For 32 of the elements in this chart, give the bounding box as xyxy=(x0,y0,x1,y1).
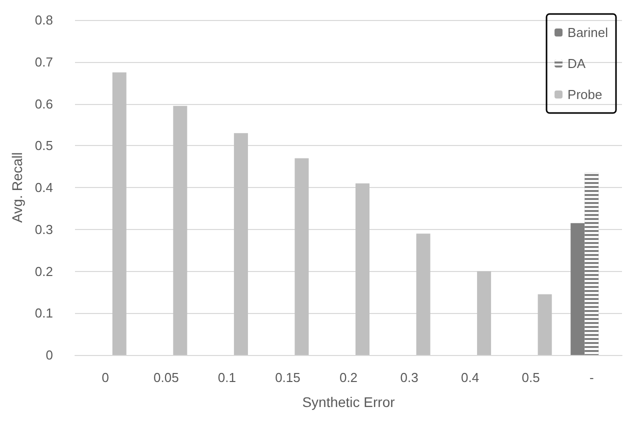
x-tick-label: 0.05 xyxy=(154,370,179,385)
bar xyxy=(356,183,370,355)
x-tick-label: 0.1 xyxy=(218,370,236,385)
bar xyxy=(477,271,492,355)
y-tick-label: 0.3 xyxy=(34,222,53,237)
x-tick-label: 0.3 xyxy=(400,370,418,385)
x-tick-label: 0.4 xyxy=(461,370,480,385)
bar xyxy=(416,234,430,355)
legend-label: DA xyxy=(568,56,586,71)
x-tick-label: 0.2 xyxy=(339,370,358,385)
y-tick-label: 0.2 xyxy=(34,264,53,279)
y-tick-label: 0.8 xyxy=(34,12,53,28)
x-tick-label: 0.15 xyxy=(275,370,300,385)
bar xyxy=(570,223,585,355)
y-tick-label: 0.6 xyxy=(34,96,53,112)
bar xyxy=(538,294,552,355)
y-tick-label: 0 xyxy=(46,348,53,362)
y-axis-title: Avg. Recall xyxy=(9,152,26,223)
y-tick-label: 0.5 xyxy=(34,138,53,154)
bar xyxy=(112,72,126,355)
x-tick-label: 0.5 xyxy=(522,370,540,385)
y-tick-label: 0.7 xyxy=(34,54,53,70)
bar xyxy=(234,133,248,355)
y-tick-label: 0.1 xyxy=(34,306,53,321)
bar xyxy=(294,158,309,355)
bar xyxy=(173,106,188,355)
y-tick-label: 0.4 xyxy=(34,180,53,195)
x-tick-label: - xyxy=(589,370,594,385)
legend-label: Probe xyxy=(568,87,602,102)
x-axis-title: Synthetic Error xyxy=(302,394,396,410)
x-tick-label: 0 xyxy=(102,370,110,385)
legend-label: Barinel xyxy=(568,25,608,40)
